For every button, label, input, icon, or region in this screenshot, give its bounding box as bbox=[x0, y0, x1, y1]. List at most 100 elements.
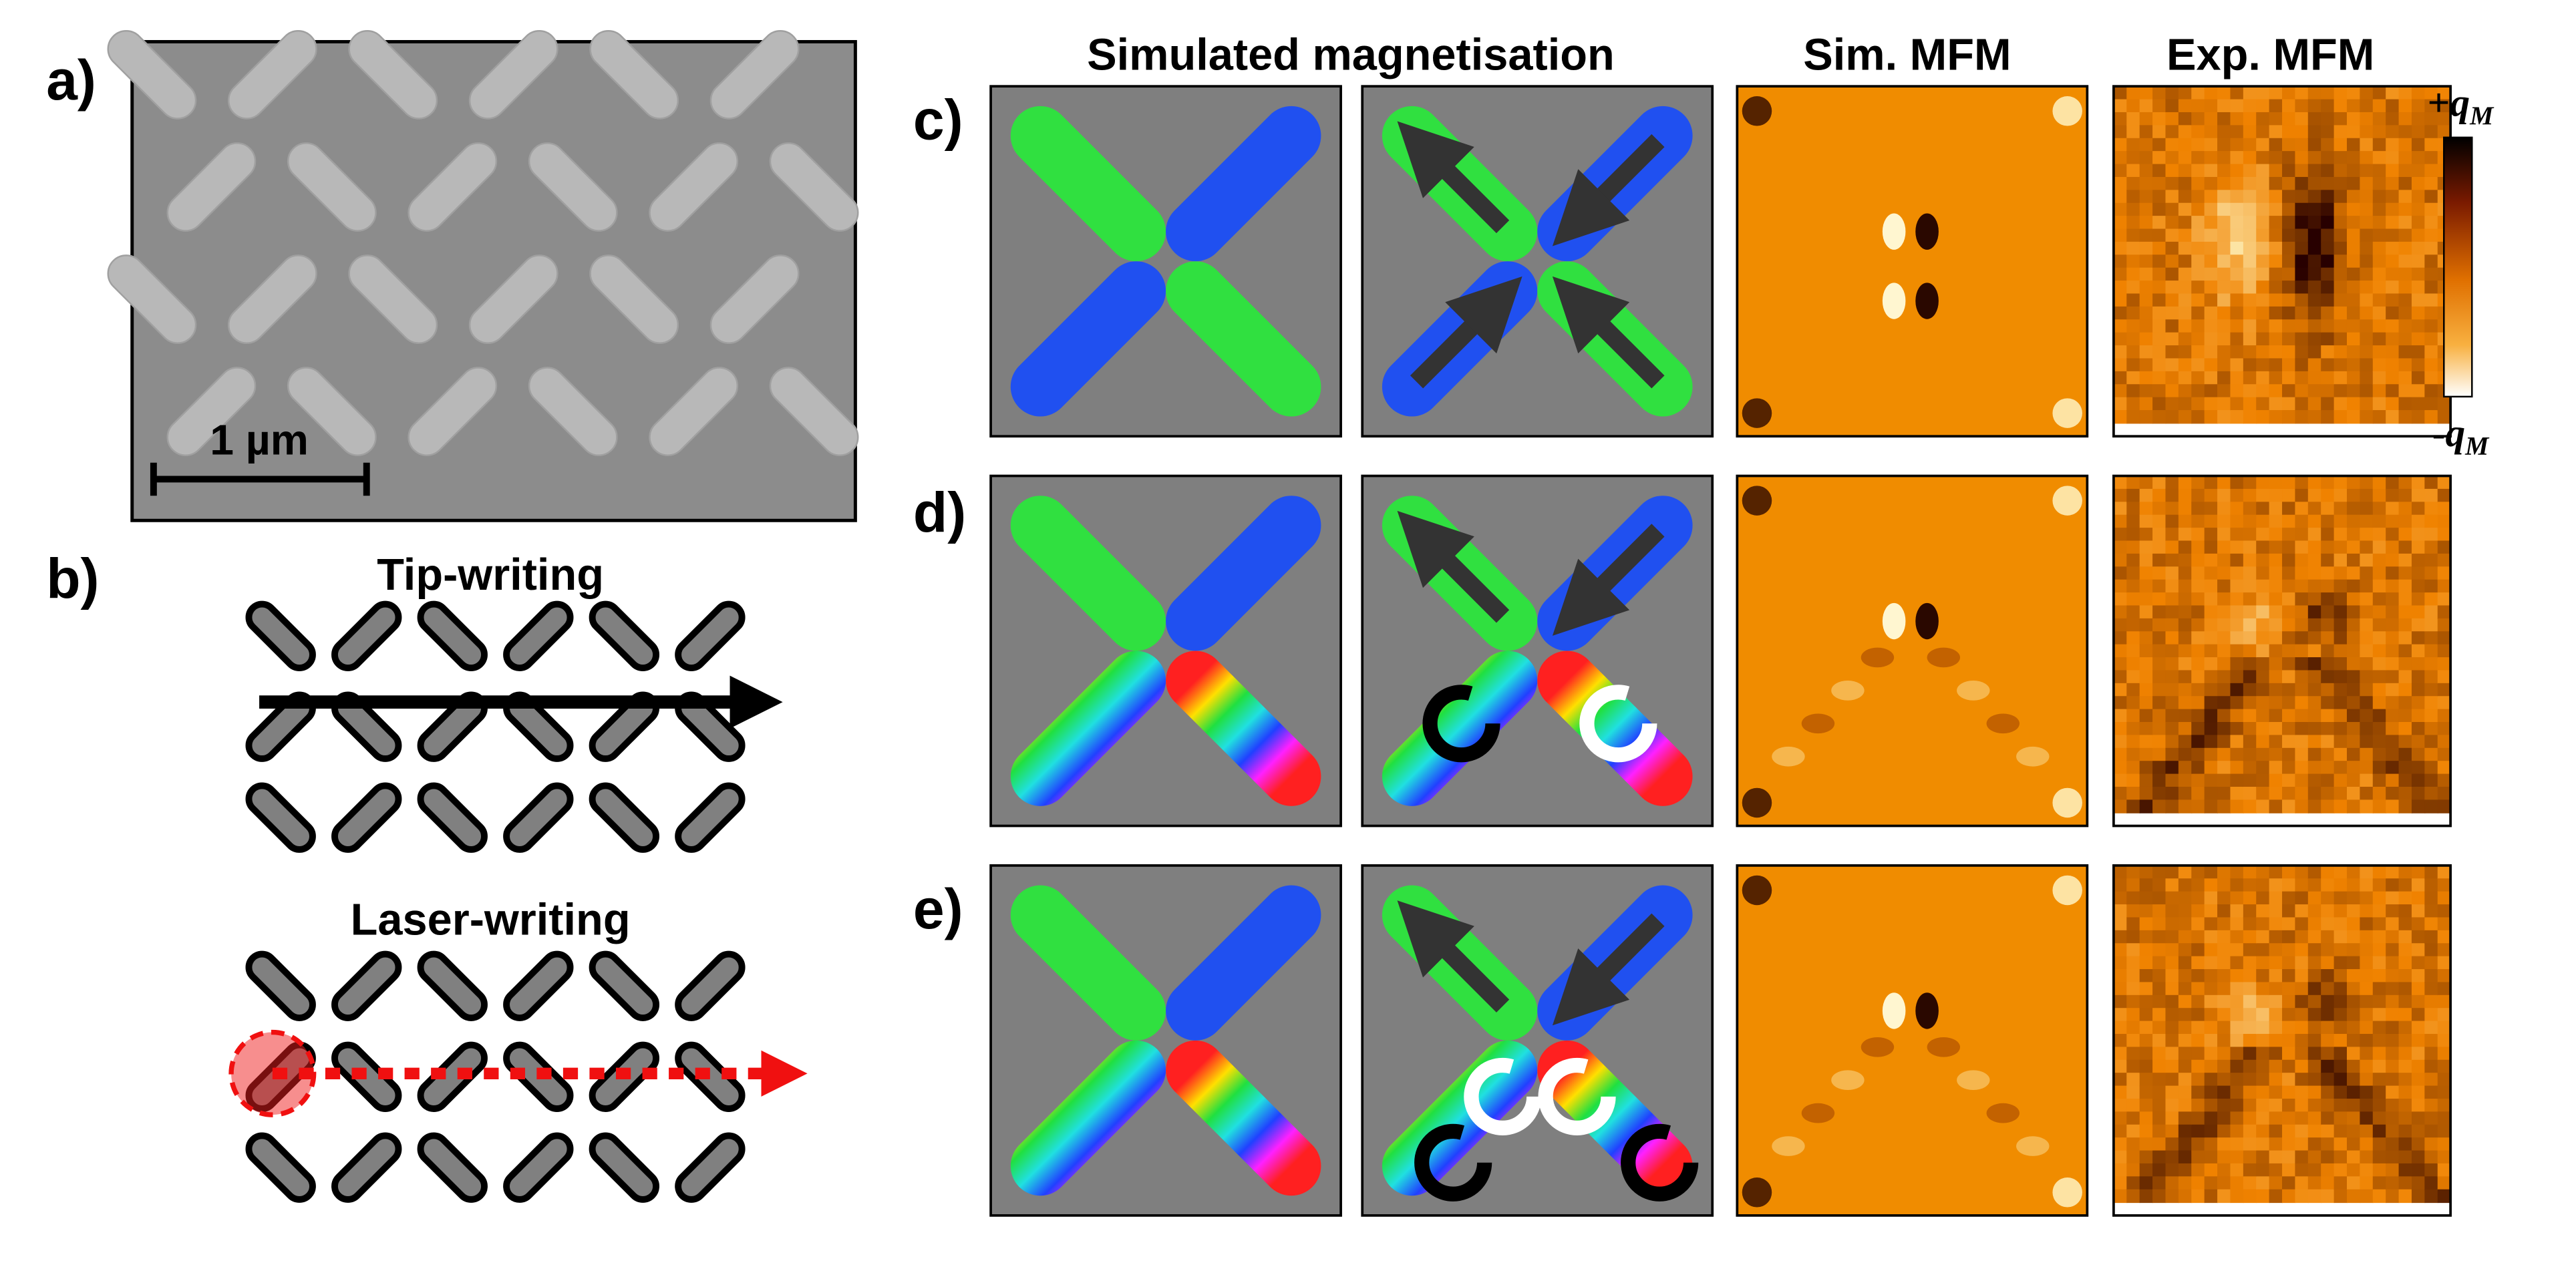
pixel bbox=[2372, 917, 2387, 931]
pixel bbox=[2424, 1111, 2438, 1125]
pixel bbox=[2243, 384, 2257, 398]
pixel bbox=[2411, 891, 2426, 906]
moment-arrow bbox=[1410, 276, 1522, 389]
pixel bbox=[2139, 281, 2154, 295]
pixel bbox=[2372, 358, 2387, 372]
pixel bbox=[2191, 722, 2205, 736]
pixel bbox=[2191, 631, 2205, 645]
pixel bbox=[2321, 164, 2335, 178]
pixel bbox=[2152, 241, 2166, 256]
charge bbox=[1882, 602, 1906, 640]
pixel bbox=[2256, 1098, 2270, 1113]
pixel bbox=[2191, 540, 2205, 554]
pixel bbox=[2360, 319, 2374, 333]
pixel bbox=[2295, 618, 2309, 632]
pixel bbox=[2437, 878, 2452, 892]
pixel bbox=[2152, 631, 2166, 645]
pixel bbox=[2230, 631, 2244, 645]
pixel bbox=[2204, 397, 2219, 411]
pixel bbox=[2360, 241, 2374, 256]
pixel bbox=[2139, 891, 2154, 906]
pixel bbox=[2424, 799, 2438, 813]
pixel bbox=[2178, 1033, 2193, 1048]
pixel bbox=[2307, 747, 2322, 762]
pixel bbox=[2178, 683, 2193, 697]
pixel bbox=[2139, 138, 2154, 152]
pixel bbox=[2269, 1098, 2283, 1113]
pixel bbox=[2282, 281, 2296, 295]
pixel bbox=[2191, 605, 2205, 619]
pixel bbox=[2437, 891, 2452, 906]
pixel bbox=[2204, 125, 2219, 139]
pixel bbox=[2269, 1150, 2283, 1164]
pixel bbox=[2372, 799, 2387, 813]
pixel bbox=[2256, 579, 2270, 594]
pixel bbox=[2386, 1189, 2400, 1204]
pixel bbox=[2437, 747, 2452, 762]
pixel bbox=[2139, 969, 2154, 983]
pixel bbox=[2372, 202, 2387, 217]
pixel bbox=[2411, 982, 2426, 996]
pixel bbox=[2398, 293, 2412, 307]
island bbox=[227, 30, 317, 120]
pixel bbox=[2295, 1137, 2309, 1151]
pixel bbox=[2437, 722, 2452, 736]
pixel bbox=[2165, 618, 2179, 632]
exp-mfm bbox=[2113, 865, 2452, 1204]
pixel bbox=[2191, 176, 2205, 191]
pixel bbox=[2295, 358, 2309, 372]
pixel bbox=[2165, 1073, 2179, 1087]
pixel bbox=[2295, 345, 2309, 359]
pixel bbox=[2282, 1021, 2296, 1035]
pixel bbox=[2307, 410, 2322, 424]
pixel bbox=[2230, 112, 2244, 126]
pixel bbox=[2204, 1176, 2219, 1190]
pixel bbox=[2243, 735, 2257, 749]
pixel bbox=[2386, 917, 2400, 931]
pixel bbox=[2386, 631, 2400, 645]
pixel bbox=[2360, 86, 2374, 100]
pixel bbox=[2269, 358, 2283, 372]
pixel bbox=[2372, 528, 2387, 542]
island bbox=[769, 367, 859, 457]
pixel bbox=[2243, 476, 2257, 490]
pixel bbox=[2126, 1098, 2140, 1113]
pixel bbox=[2178, 1098, 2193, 1113]
pixel bbox=[2372, 1124, 2387, 1139]
pixel bbox=[2165, 1085, 2179, 1099]
pixel bbox=[2191, 488, 2205, 503]
pixel bbox=[2398, 319, 2412, 333]
pixel bbox=[2139, 228, 2154, 242]
pixel bbox=[2165, 410, 2179, 424]
corner-charge bbox=[2052, 1177, 2082, 1208]
pixel bbox=[2437, 982, 2452, 996]
pixel bbox=[2307, 904, 2322, 918]
pixel bbox=[2282, 1059, 2296, 1074]
pixel bbox=[2191, 747, 2205, 762]
pixel bbox=[2204, 1111, 2219, 1125]
pixel bbox=[2126, 1176, 2140, 1190]
pixel bbox=[2398, 241, 2412, 256]
pixel bbox=[2191, 982, 2205, 996]
pixel bbox=[2139, 293, 2154, 307]
pixel bbox=[2295, 371, 2309, 385]
pixel bbox=[2372, 138, 2387, 152]
pixel bbox=[2152, 306, 2166, 321]
pixel bbox=[2165, 540, 2179, 554]
pixel bbox=[2282, 579, 2296, 594]
pixel bbox=[2139, 1021, 2154, 1035]
pixel bbox=[2360, 982, 2374, 996]
pixel bbox=[2204, 86, 2219, 100]
pixel bbox=[2386, 99, 2400, 113]
pixel bbox=[2333, 112, 2348, 126]
pixel bbox=[2333, 371, 2348, 385]
pixel bbox=[2243, 670, 2257, 684]
pixel bbox=[2152, 773, 2166, 787]
pixel bbox=[2204, 1150, 2219, 1164]
pixel bbox=[2360, 1073, 2374, 1087]
pixel bbox=[2243, 878, 2257, 892]
pixel bbox=[2256, 228, 2270, 242]
pixel bbox=[2437, 1021, 2452, 1035]
pixel bbox=[2217, 1008, 2231, 1022]
pixel bbox=[2386, 865, 2400, 880]
